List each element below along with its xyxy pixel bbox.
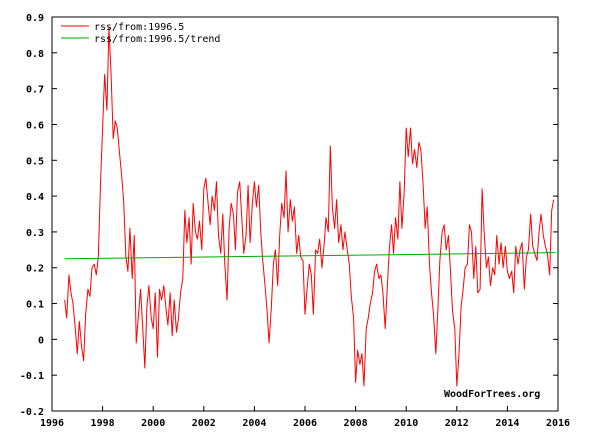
series-layer: [64, 27, 556, 387]
y-tick-label: -0.2: [20, 407, 44, 418]
x-tick-label: 1996: [40, 418, 64, 429]
legend: rss/from:1996.5 rss/from:1996.5/trend: [61, 22, 220, 45]
y-axis-ticks: -0.2 -0.1 0 0.1 0.2 0.3 0.4 0.5 0.6 0.7 0.8 0.9: [20, 13, 558, 418]
y-tick-label: 0.5: [26, 156, 44, 167]
y-tick-label: 0.8: [26, 49, 44, 60]
credit-annotation: WoodForTrees.org: [444, 389, 540, 400]
y-tick-label: -0.1: [20, 371, 44, 382]
legend-label-rss: rss/from:1996.5: [94, 22, 184, 33]
y-tick-label: 0.1: [26, 300, 44, 311]
y-tick-label: 0.3: [26, 228, 44, 239]
x-tick-label: 2006: [293, 418, 317, 429]
x-tick-label: 2008: [344, 418, 368, 429]
x-tick-label: 1998: [91, 418, 115, 429]
y-tick-label: 0.9: [26, 13, 44, 24]
y-tick-label: 0.7: [26, 85, 44, 96]
y-tick-label: 0.6: [26, 120, 44, 131]
x-tick-label: 2004: [242, 418, 266, 429]
y-tick-label: 0.4: [26, 192, 44, 203]
x-tick-label: 2016: [546, 418, 570, 429]
series-trend-line: [64, 252, 556, 260]
y-tick-label: 0.2: [26, 264, 44, 275]
x-axis-ticks: 1996 1998 2000 2002 2004 2006 2008 2010 2012 2014…: [40, 406, 570, 429]
y-tick-label: 0: [38, 335, 44, 346]
legend-label-trend: rss/from:1996.5/trend: [94, 34, 220, 45]
series-rss-line: [64, 27, 555, 387]
x-tick-label: 2010: [394, 418, 418, 429]
x-tick-label: 2014: [495, 418, 519, 429]
x-tick-label: 2002: [192, 418, 216, 429]
x-tick-label: 2012: [445, 418, 469, 429]
x-tick-label: 2000: [141, 418, 165, 429]
plot-frame: [51, 16, 559, 412]
